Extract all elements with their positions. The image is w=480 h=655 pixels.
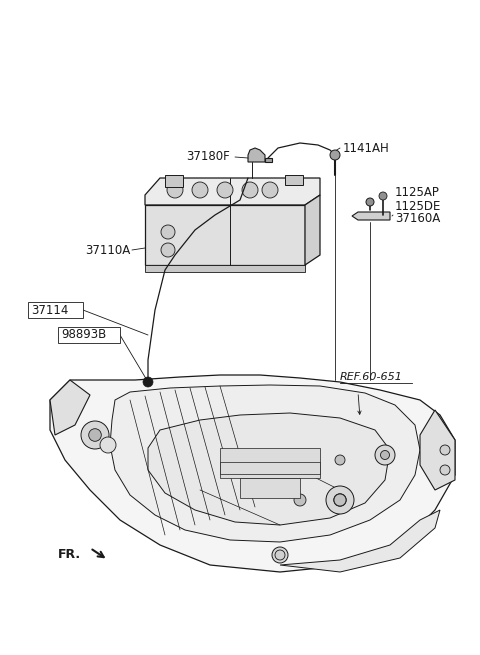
Circle shape — [161, 243, 175, 257]
Circle shape — [161, 225, 175, 239]
Circle shape — [326, 486, 354, 514]
Text: 37114: 37114 — [31, 303, 68, 316]
Text: 37110A: 37110A — [85, 244, 130, 257]
Bar — [165, 175, 183, 187]
Polygon shape — [305, 195, 320, 265]
Circle shape — [217, 182, 233, 198]
Polygon shape — [110, 385, 420, 542]
Text: FR.: FR. — [58, 548, 81, 561]
Polygon shape — [145, 205, 305, 265]
Circle shape — [262, 182, 278, 198]
Circle shape — [81, 421, 109, 449]
Bar — [28, 302, 83, 318]
Circle shape — [276, 552, 284, 559]
Circle shape — [381, 451, 389, 460]
Text: 1125AP: 1125AP — [395, 185, 440, 198]
Circle shape — [440, 465, 450, 475]
Polygon shape — [420, 410, 455, 490]
Circle shape — [192, 182, 208, 198]
Polygon shape — [248, 148, 265, 162]
Polygon shape — [148, 413, 390, 525]
Text: 1125DE: 1125DE — [395, 200, 442, 212]
Circle shape — [275, 550, 285, 560]
Polygon shape — [280, 510, 440, 572]
Circle shape — [330, 150, 340, 160]
Circle shape — [242, 182, 258, 198]
Circle shape — [440, 445, 450, 455]
Polygon shape — [352, 212, 390, 220]
Polygon shape — [145, 265, 305, 272]
Text: 98893B: 98893B — [61, 329, 106, 341]
Polygon shape — [265, 158, 272, 162]
Circle shape — [100, 437, 116, 453]
Bar — [220, 448, 320, 478]
Circle shape — [335, 455, 345, 465]
Circle shape — [265, 450, 275, 460]
Circle shape — [89, 429, 101, 441]
Bar — [220, 462, 320, 474]
Circle shape — [334, 494, 346, 506]
Circle shape — [294, 494, 306, 506]
Circle shape — [366, 198, 374, 206]
Circle shape — [375, 445, 395, 465]
Polygon shape — [145, 178, 320, 205]
Polygon shape — [50, 375, 455, 572]
Text: REF.60-651: REF.60-651 — [340, 372, 403, 382]
Circle shape — [143, 377, 153, 387]
Polygon shape — [50, 380, 90, 435]
Circle shape — [167, 182, 183, 198]
Circle shape — [272, 547, 288, 563]
Bar — [285, 175, 303, 185]
Bar — [240, 478, 300, 498]
Bar — [58, 327, 120, 343]
Text: 1141AH: 1141AH — [343, 141, 390, 155]
Circle shape — [334, 494, 346, 506]
Text: 37160A: 37160A — [395, 212, 440, 225]
Text: 37180F: 37180F — [186, 151, 230, 164]
Circle shape — [379, 192, 387, 200]
